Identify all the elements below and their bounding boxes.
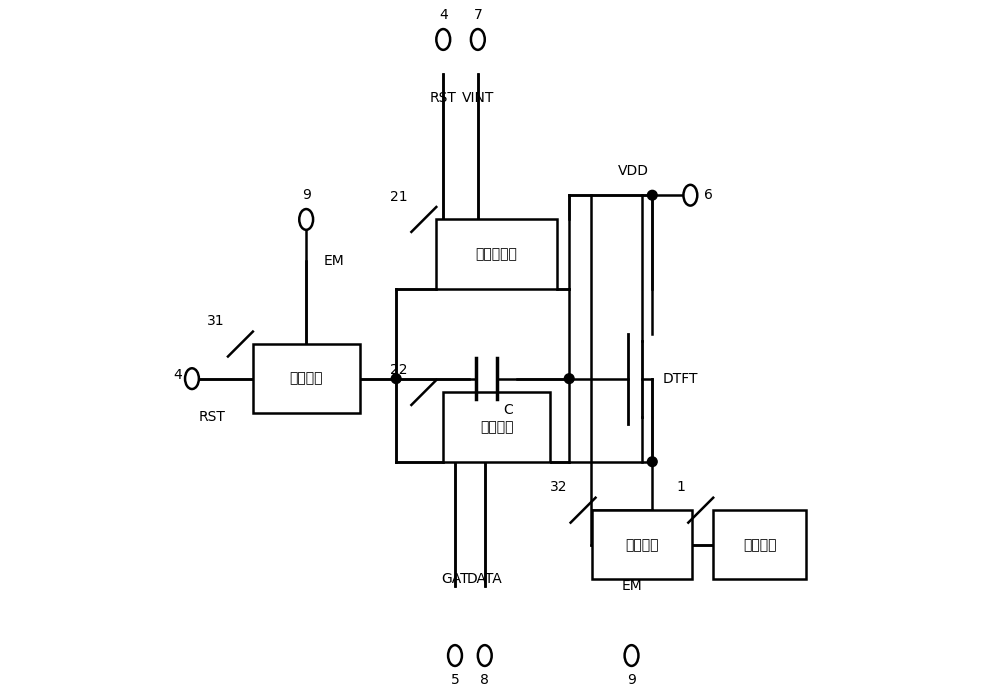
Text: RST: RST: [199, 410, 226, 424]
Bar: [443, 393, 550, 461]
Ellipse shape: [683, 185, 697, 206]
Text: 8: 8: [480, 673, 489, 687]
Circle shape: [391, 374, 401, 384]
Text: EM: EM: [621, 579, 642, 594]
Text: 初始化单元: 初始化单元: [476, 247, 517, 261]
Ellipse shape: [625, 645, 638, 666]
Text: 5: 5: [451, 673, 459, 687]
Text: 9: 9: [627, 673, 636, 687]
Ellipse shape: [299, 209, 313, 230]
Text: 9: 9: [302, 188, 311, 202]
Text: 4: 4: [173, 368, 182, 382]
Text: 31: 31: [207, 314, 224, 328]
Circle shape: [564, 374, 574, 384]
Bar: [713, 510, 806, 580]
Text: 21: 21: [390, 190, 408, 204]
Text: RST: RST: [430, 91, 457, 106]
Text: 22: 22: [390, 363, 408, 377]
Text: VDD: VDD: [618, 164, 649, 178]
Text: 6: 6: [704, 188, 713, 202]
Ellipse shape: [448, 645, 462, 666]
Ellipse shape: [436, 29, 450, 50]
Text: 4: 4: [439, 8, 448, 22]
Text: 7: 7: [473, 8, 482, 22]
Ellipse shape: [185, 368, 199, 389]
Text: 发光元件: 发光元件: [743, 538, 776, 552]
Text: 32: 32: [550, 480, 567, 494]
Text: 稳压单元: 稳压单元: [289, 372, 323, 386]
Text: C: C: [503, 403, 513, 417]
Text: EM: EM: [323, 254, 344, 268]
Bar: [253, 344, 360, 414]
Text: 采样单元: 采样单元: [480, 420, 513, 434]
Text: DTFT: DTFT: [663, 372, 698, 386]
Ellipse shape: [478, 645, 492, 666]
Circle shape: [647, 190, 657, 200]
Text: 导通单元: 导通单元: [625, 538, 659, 552]
Bar: [436, 220, 557, 288]
Text: GAT: GAT: [441, 572, 469, 587]
Ellipse shape: [471, 29, 485, 50]
Text: VINT: VINT: [462, 91, 494, 106]
Text: 1: 1: [676, 480, 685, 494]
Circle shape: [647, 457, 657, 466]
Text: DATA: DATA: [467, 572, 503, 587]
Bar: [592, 510, 692, 580]
